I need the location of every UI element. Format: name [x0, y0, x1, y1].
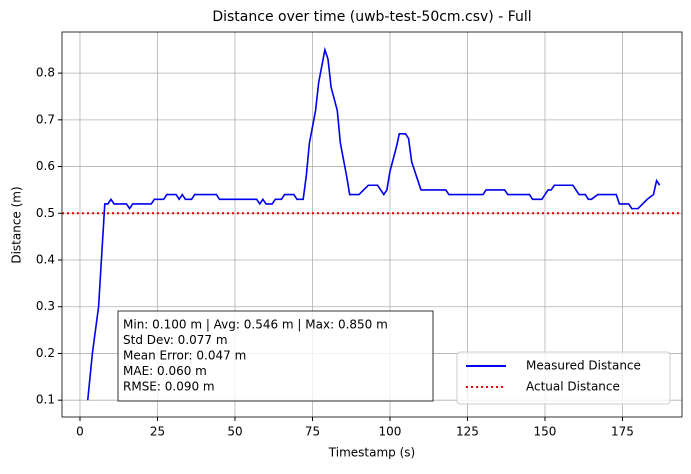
- stats-line: Std Dev: 0.077 m: [123, 333, 228, 347]
- legend-box: [456, 351, 671, 405]
- x-tick-label: 100: [379, 425, 402, 439]
- data-line: [86, 46, 661, 401]
- x-tick-label: 150: [534, 425, 557, 439]
- x-tick-label: 25: [150, 425, 165, 439]
- x-axis-label: Timestamp (s): [328, 446, 415, 460]
- x-tick-label: 175: [611, 425, 634, 439]
- x-tick-label: 50: [227, 425, 242, 439]
- chart-title: Distance over time (uwb-test-50cm.csv) -…: [212, 9, 531, 25]
- x-tick-label: 125: [456, 425, 479, 439]
- stats-box: [117, 310, 434, 402]
- y-tick-label: 0.1: [36, 393, 55, 407]
- legend-label: Actual Distance: [526, 380, 620, 394]
- y-axis-label: Distance (m): [10, 186, 24, 263]
- stats-line: Mean Error: 0.047 m: [123, 349, 246, 363]
- plot-frame: [61, 31, 683, 418]
- stats-line: MAE: 0.060 m: [123, 364, 207, 378]
- stats-line: RMSE: 0.090 m: [123, 380, 215, 394]
- y-tick-label: 0.4: [36, 253, 55, 267]
- y-tick-label: 0.7: [36, 112, 55, 126]
- y-tick-label: 0.6: [36, 159, 55, 173]
- stats-line: Min: 0.100 m | Avg: 0.546 m | Max: 0.850…: [123, 318, 388, 332]
- y-tick-label: 0.2: [36, 346, 55, 360]
- x-tick-label: 75: [305, 425, 320, 439]
- x-tick-label: 0: [76, 425, 84, 439]
- legend-label: Measured Distance: [526, 359, 641, 373]
- y-tick-label: 0.8: [36, 66, 55, 80]
- y-tick-label: 0.5: [36, 206, 55, 220]
- y-tick-label: 0.3: [36, 299, 55, 313]
